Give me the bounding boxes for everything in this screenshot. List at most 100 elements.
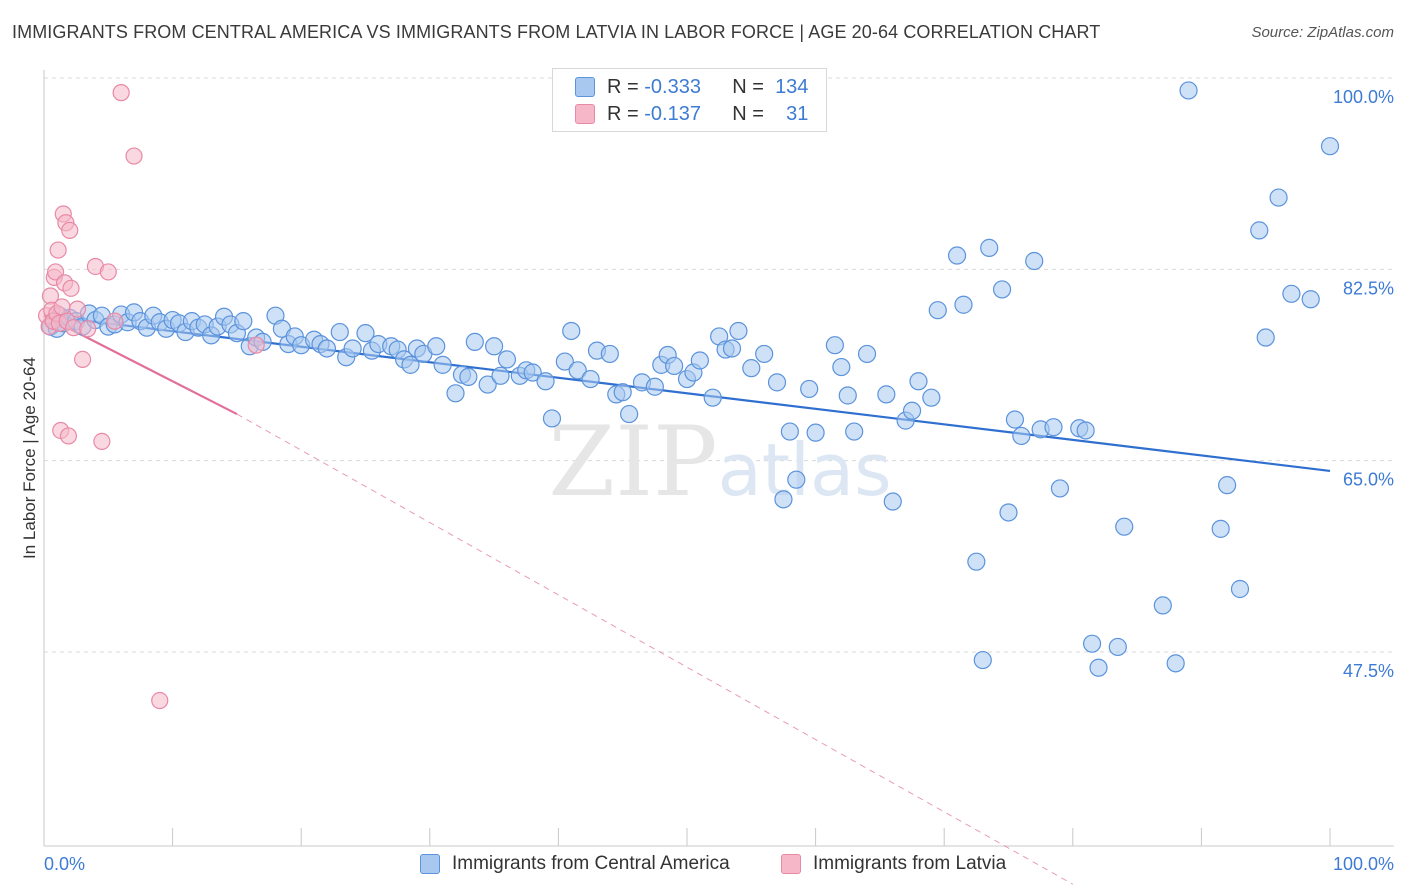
data-point-latvia (62, 279, 80, 297)
data-point-central-america (542, 409, 562, 428)
legend-n-value: 134 (775, 75, 809, 98)
data-point-latvia (151, 691, 169, 710)
data-point-central-america (317, 339, 337, 358)
legend-swatch-blue (575, 77, 595, 97)
bottom-legend-label: Immigrants from Latvia (813, 853, 1007, 874)
source-label: Source: ZipAtlas.com (1251, 24, 1394, 41)
data-point-central-america (1005, 410, 1025, 429)
data-point-central-america (1108, 637, 1127, 657)
data-point-central-america (446, 384, 465, 403)
data-point-central-america (459, 367, 478, 386)
data-point-central-america (1044, 418, 1063, 437)
data-point-latvia (106, 312, 124, 330)
data-point-latvia (99, 263, 117, 281)
data-point-central-america (620, 404, 639, 424)
data-point-central-america (1153, 596, 1172, 615)
legend-swatch-pink (575, 104, 595, 124)
data-point-central-america (787, 470, 806, 489)
data-point-central-america (857, 344, 877, 364)
data-point-latvia (112, 84, 130, 102)
data-point-latvia (49, 241, 67, 259)
data-point-central-america (806, 423, 825, 442)
data-point-central-america (755, 344, 774, 364)
data-point-central-america (491, 366, 510, 385)
legend-r-value: -0.137 (644, 102, 701, 125)
data-point-central-america (1218, 476, 1237, 495)
x-tick-label-max: 100.0% (1333, 854, 1394, 874)
bottom-legend-swatch-blue (420, 854, 440, 874)
data-point-central-america (774, 490, 793, 509)
data-point-central-america (356, 324, 375, 343)
data-point-central-america (947, 246, 967, 265)
legend-r-value: -0.333 (644, 75, 701, 98)
data-point-central-america (703, 388, 722, 407)
data-point-central-america (1269, 188, 1288, 207)
data-point-central-america (1179, 81, 1198, 100)
data-point-central-america (613, 383, 632, 402)
data-point-central-america (992, 280, 1012, 299)
y-tick-label: 47.5% (1343, 661, 1394, 681)
data-point-central-america (401, 355, 420, 374)
bottom-legend-label: Immigrants from Central America (452, 853, 730, 874)
y-axis-label: In Labor Force | Age 20-64 (20, 357, 39, 559)
data-point-central-america (1320, 137, 1340, 156)
data-point-central-america (1250, 221, 1269, 240)
data-point-latvia (247, 336, 265, 354)
x-axis-ticks (43, 828, 1331, 846)
data-point-central-america (1115, 517, 1134, 536)
data-point-central-america (497, 350, 517, 369)
data-point-central-america (1211, 519, 1230, 538)
data-point-central-america (973, 650, 992, 670)
data-point-central-america (845, 422, 864, 441)
data-point-central-america (832, 357, 851, 377)
data-point-central-america (690, 351, 709, 370)
legend-r-label: R = (607, 102, 639, 125)
data-point-central-america (330, 322, 349, 342)
data-point-central-america (922, 388, 941, 407)
legend-row-latvia: R = -0.137 N = 31 (575, 102, 808, 126)
chart-title: IMMIGRANTS FROM CENTRAL AMERICA VS IMMIG… (12, 22, 1101, 42)
bottom-legend-central-america: Immigrants from Central America (420, 852, 730, 876)
data-point-central-america (909, 372, 928, 391)
data-point-central-america (1230, 579, 1250, 599)
series-central-america-points (41, 81, 1340, 677)
data-point-central-america (954, 295, 973, 314)
stats-legend: R = -0.333 N = 134 R = -0.137 N = 31 (552, 68, 827, 132)
y-tick-label: 82.5% (1343, 278, 1394, 298)
data-point-latvia (64, 319, 83, 337)
data-point-central-america (1301, 290, 1320, 309)
data-point-central-america (980, 238, 999, 257)
data-point-latvia (61, 221, 79, 239)
data-point-central-america (581, 369, 600, 389)
y-tick-labels: 47.5% 65.0% 82.5% 100.0% (1333, 87, 1394, 681)
data-point-central-america (600, 344, 619, 364)
data-point-latvia (93, 432, 111, 450)
data-point-latvia (53, 298, 71, 316)
legend-r-label: R = (607, 75, 639, 98)
data-point-central-america (343, 339, 362, 358)
data-point-central-america (967, 552, 986, 571)
data-point-central-america (928, 301, 947, 320)
data-point-latvia (73, 350, 92, 368)
data-point-latvia (79, 320, 97, 338)
data-point-central-america (825, 336, 844, 355)
watermark-logo: ZIPatlas (548, 406, 891, 518)
data-point-central-america (427, 337, 446, 356)
data-point-central-america (1166, 654, 1185, 673)
data-point-central-america (722, 339, 742, 358)
legend-n-label: N = (732, 102, 764, 125)
data-point-central-america (1256, 328, 1275, 347)
data-point-central-america (465, 332, 484, 352)
data-point-central-america (729, 321, 748, 341)
data-point-central-america (780, 422, 799, 441)
data-point-central-america (1025, 251, 1044, 271)
data-point-central-america (902, 401, 922, 420)
trend-lines (43, 314, 1331, 885)
data-point-central-america (877, 385, 896, 404)
legend-n-value: 31 (786, 102, 809, 125)
data-point-central-america (1282, 284, 1301, 303)
data-point-latvia (68, 300, 87, 318)
data-point-central-america (767, 373, 787, 392)
data-point-central-america (562, 321, 581, 341)
